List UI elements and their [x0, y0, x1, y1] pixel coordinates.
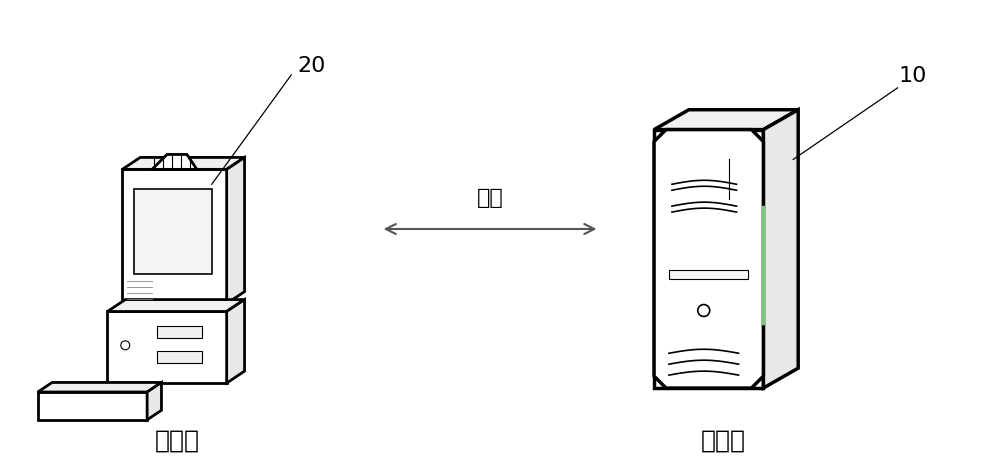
Polygon shape [227, 300, 245, 383]
Text: 服务器: 服务器 [701, 428, 746, 452]
Polygon shape [152, 155, 197, 170]
Polygon shape [654, 130, 763, 388]
Polygon shape [654, 130, 763, 388]
Polygon shape [38, 392, 147, 420]
Polygon shape [134, 190, 212, 274]
Polygon shape [122, 170, 227, 304]
Text: 10: 10 [898, 66, 927, 86]
Polygon shape [147, 383, 161, 420]
Polygon shape [167, 304, 182, 316]
Text: 客户端: 客户端 [154, 428, 199, 452]
Polygon shape [763, 111, 798, 388]
Circle shape [698, 305, 710, 317]
Polygon shape [122, 158, 245, 170]
Polygon shape [654, 111, 798, 130]
Polygon shape [669, 270, 748, 280]
Polygon shape [107, 300, 245, 312]
Polygon shape [38, 383, 161, 392]
Polygon shape [227, 158, 245, 304]
Circle shape [121, 341, 130, 350]
Text: 网络: 网络 [477, 188, 503, 207]
Text: 20: 20 [297, 56, 325, 76]
Polygon shape [157, 352, 202, 364]
Polygon shape [157, 327, 202, 339]
Polygon shape [107, 312, 227, 383]
